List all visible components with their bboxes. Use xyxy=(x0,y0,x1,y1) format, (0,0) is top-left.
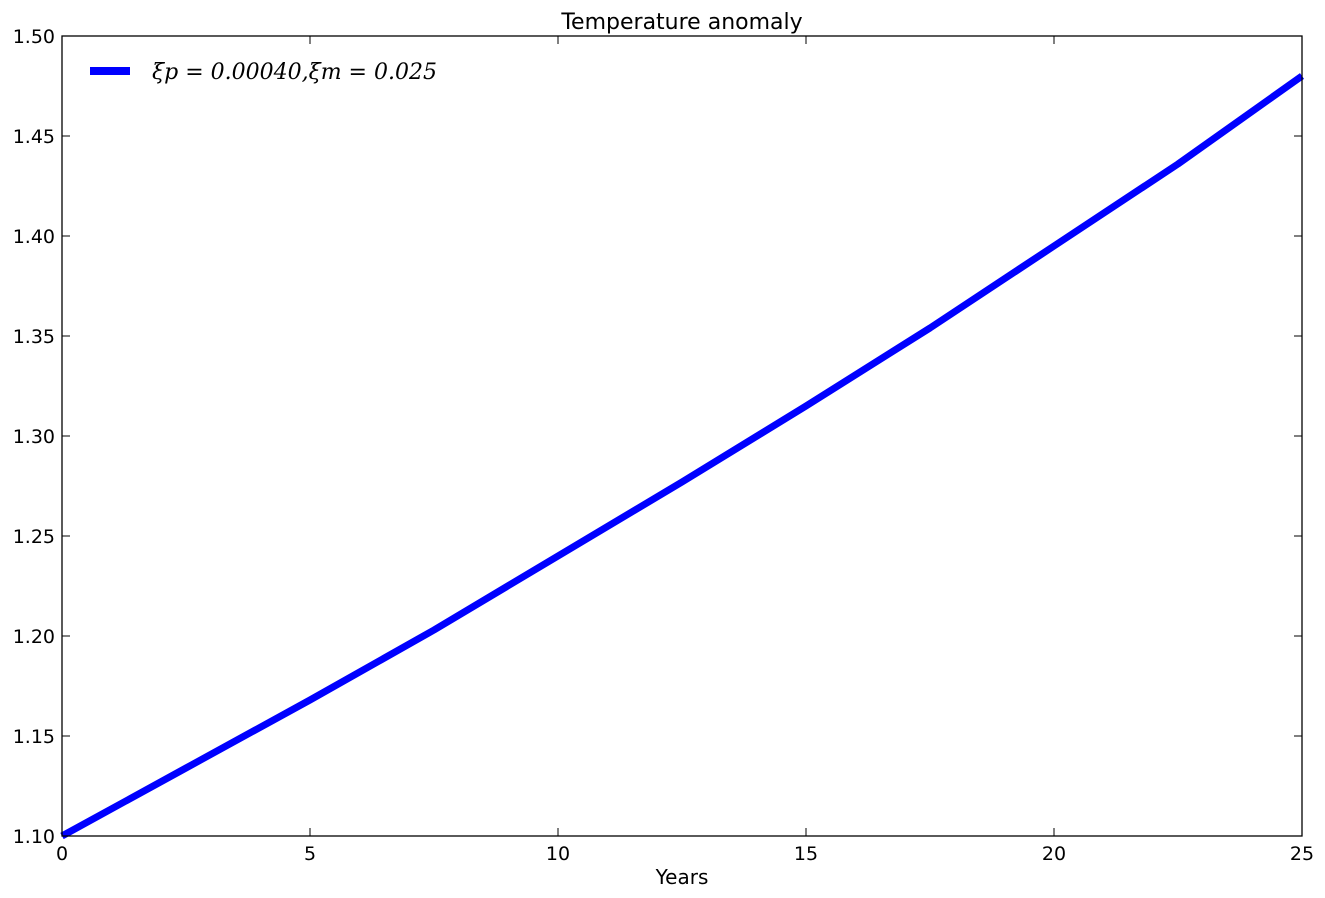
y-tick-label: 1.25 xyxy=(13,526,55,548)
x-tick-label: 5 xyxy=(304,843,316,865)
legend-entry-label: ξp = 0.00040,ξm = 0.025 xyxy=(152,60,437,85)
x-tick-label: 0 xyxy=(56,843,68,865)
y-tick-label: 1.10 xyxy=(13,826,55,848)
x-tick-label: 10 xyxy=(546,843,570,865)
x-tick-label: 15 xyxy=(794,843,818,865)
series-line xyxy=(60,73,1305,840)
y-tick-label: 1.35 xyxy=(13,326,55,348)
y-tick-label: 1.20 xyxy=(13,626,55,648)
series-layer xyxy=(60,73,1305,840)
plot-frame xyxy=(61,35,1303,837)
chart-title: Temperature anomaly xyxy=(560,10,802,35)
y-tick-label: 1.50 xyxy=(13,26,55,48)
axis-ticks: 0 5 10 15 20 25 1.10 1.15 1.20 1.25 1.30 1.35 1.40 1.… xyxy=(13,26,1314,865)
x-tick-label: 25 xyxy=(1290,843,1314,865)
x-axis-label: Years xyxy=(655,865,709,889)
y-tick-label: 1.45 xyxy=(13,126,55,148)
y-tick-label: 1.15 xyxy=(13,726,55,748)
y-tick-label: 1.30 xyxy=(13,426,55,448)
y-tick-label: 1.40 xyxy=(13,226,55,248)
x-tick-label: 20 xyxy=(1042,843,1066,865)
legend: ξp = 0.00040,ξm = 0.025 xyxy=(90,60,437,85)
